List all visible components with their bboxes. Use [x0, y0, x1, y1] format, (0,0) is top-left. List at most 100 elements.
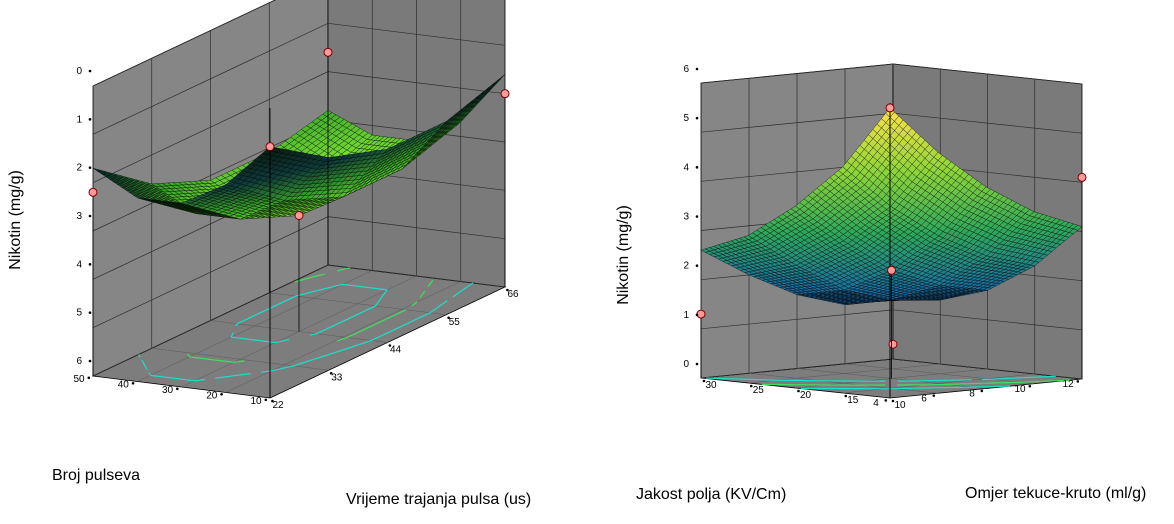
- x-axis-title: Jakost polja (KV/Cm): [636, 486, 786, 503]
- z-tick-mark: [695, 215, 699, 218]
- x-tick-label: 22: [272, 400, 284, 411]
- z-tick-label: 6: [683, 64, 689, 75]
- x-tick-mark: [1076, 380, 1080, 383]
- floor-contour: [800, 385, 1011, 390]
- z-tick-mark: [695, 166, 699, 169]
- floor-gridline: [842, 373, 1035, 394]
- z-tick-mark: [88, 359, 92, 363]
- x-tick-label: 8: [969, 389, 975, 400]
- floor-gridline: [225, 281, 461, 393]
- x-tick-label: 33: [331, 372, 343, 383]
- y-tick-label: 40: [118, 380, 130, 391]
- z-axis-title: Nikotin (mg/g): [7, 170, 24, 270]
- y-tick-mark: [220, 393, 223, 396]
- x-tick-mark: [980, 389, 984, 393]
- design-point: [1077, 172, 1087, 182]
- y-tick-mark: [87, 376, 91, 380]
- z-axis-title: Nikotin (mg/g): [615, 205, 632, 305]
- x-tick-label: 6: [921, 393, 927, 404]
- z-tick-label: 5: [683, 113, 689, 124]
- response-surface: [92, 74, 506, 220]
- design-point: [323, 47, 333, 57]
- design-point: [885, 103, 895, 113]
- x-tick-label: 12: [1062, 379, 1074, 390]
- y-tick-label: 10: [894, 400, 906, 411]
- y-tick-mark: [797, 389, 800, 393]
- y-tick-mark: [749, 384, 753, 388]
- z-tick-mark: [88, 214, 92, 218]
- z-tick-label: 0: [76, 66, 82, 77]
- floor-contour: [761, 379, 1070, 386]
- x-tick-mark: [884, 399, 888, 402]
- chart-nikotin-pulse: 0 1 2 3 4 5 6 22 33 44 55 66 10 20 30 40 50 Nikotin (mg/g…: [7, 0, 531, 508]
- design-point: [265, 142, 275, 152]
- x-tick-label: 44: [390, 345, 402, 356]
- floor-contour: [230, 283, 388, 344]
- z-tick-label: 3: [76, 211, 82, 222]
- y-tick-label: 30: [162, 385, 174, 396]
- z-tick-label: 4: [683, 162, 689, 173]
- floor-contour: [706, 375, 1056, 382]
- y-tick-label: 25: [753, 385, 765, 396]
- x-tick-label: 66: [507, 289, 519, 300]
- x-tick-mark: [506, 288, 509, 292]
- y-tick-label: 20: [800, 390, 812, 401]
- y-tick-mark: [702, 379, 706, 383]
- y-tick-mark: [264, 398, 268, 402]
- design-point: [500, 89, 510, 99]
- x-tick-label: 10: [1014, 384, 1026, 395]
- z-tick-label: 1: [683, 310, 689, 321]
- y-tick-label: 50: [73, 374, 85, 385]
- floor-contour: [138, 282, 474, 382]
- x-tick-mark: [447, 316, 450, 320]
- z-tick-label: 2: [76, 163, 82, 174]
- z-tick-mark: [88, 311, 92, 314]
- z-tick-mark: [695, 264, 699, 267]
- z-tick-mark: [88, 118, 92, 121]
- design-point: [887, 265, 896, 275]
- wall-gridline: [92, 22, 506, 135]
- x-tick-mark: [932, 394, 936, 397]
- wall-gridline: [700, 63, 1083, 85]
- x-tick-mark: [1028, 384, 1032, 388]
- z-tick-label: 4: [76, 259, 82, 270]
- y-tick-mark: [844, 394, 848, 398]
- z-tick-mark: [88, 69, 92, 73]
- x-tick-label: 55: [449, 317, 461, 328]
- y-tick-mark: [891, 399, 895, 403]
- x-tick-mark: [271, 399, 274, 403]
- z-tick-mark: [88, 166, 92, 169]
- z-tick-label: 1: [76, 114, 82, 125]
- design-point: [88, 187, 98, 197]
- z-tick-label: 3: [683, 212, 689, 223]
- y-tick-label: 20: [206, 391, 218, 402]
- z-tick-label: 5: [76, 308, 82, 319]
- y-tick-label: 10: [250, 396, 262, 407]
- y-tick-label: 15: [847, 395, 859, 406]
- z-tick-label: 6: [76, 356, 82, 367]
- x-tick-mark: [329, 371, 333, 375]
- wall-gridline: [92, 0, 276, 87]
- x-tick-label: 4: [873, 398, 879, 409]
- y-axis-title: Broj pulseva: [52, 467, 140, 484]
- y-axis-title: Omjer tekuce-kruto (ml/g): [965, 485, 1146, 502]
- x-axis-title: Vrijeme trajanja pulsa (us): [346, 491, 531, 508]
- z-tick-mark: [695, 313, 699, 317]
- design-point: [294, 211, 304, 220]
- design-point: [888, 339, 898, 349]
- floor-gridline: [137, 270, 373, 382]
- wall-gridline: [700, 309, 1083, 331]
- z-tick-mark: [695, 362, 699, 366]
- x-tick-mark: [388, 344, 392, 347]
- y-tick-mark: [131, 382, 135, 385]
- z-tick-mark: [695, 116, 699, 120]
- y-tick-label: 30: [705, 380, 717, 391]
- z-tick-mark: [695, 67, 699, 71]
- design-point: [696, 309, 706, 319]
- z-tick-label: 0: [683, 359, 689, 370]
- y-tick-mark: [176, 387, 179, 391]
- z-tick-mark: [88, 263, 92, 266]
- z-tick-label: 2: [683, 261, 689, 272]
